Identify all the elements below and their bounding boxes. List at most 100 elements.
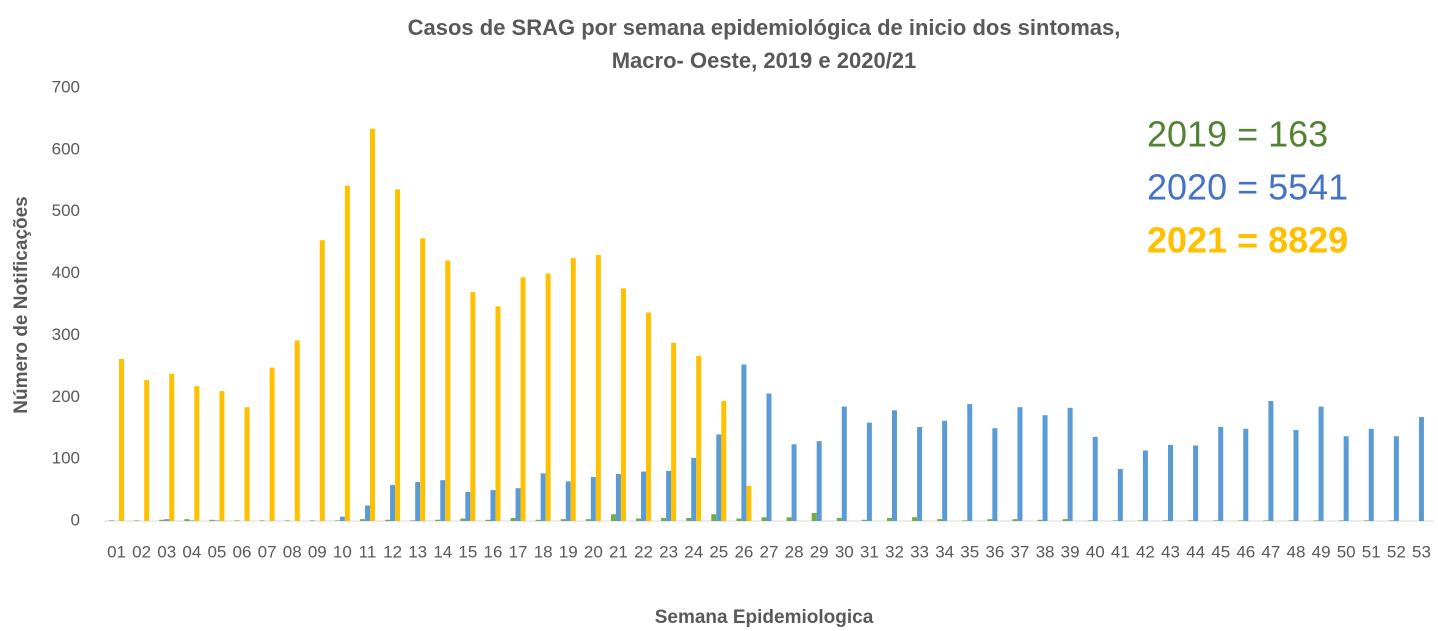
bar <box>560 519 566 521</box>
annotation: 2019 = 163 <box>1147 114 1328 155</box>
bar <box>565 481 571 521</box>
bar <box>1188 520 1194 521</box>
bar <box>711 514 717 521</box>
x-tick-label: 37 <box>1010 542 1029 561</box>
bar <box>109 520 115 521</box>
bar <box>339 516 345 521</box>
x-tick-label: 23 <box>659 542 678 561</box>
x-tick-label: 38 <box>1036 542 1055 561</box>
bar <box>1418 417 1424 521</box>
annotation: 2021 = 8829 <box>1147 220 1348 261</box>
x-tick-label: 53 <box>1412 542 1431 561</box>
x-tick-label: 06 <box>233 542 252 561</box>
bar <box>766 393 772 521</box>
x-tick-label: 50 <box>1337 542 1356 561</box>
x-tick-label: 44 <box>1186 542 1205 561</box>
bar <box>385 519 391 521</box>
bar <box>1268 400 1274 521</box>
y-tick-label: 300 <box>52 325 80 344</box>
bar <box>1338 520 1344 521</box>
x-tick-label: 26 <box>734 542 753 561</box>
x-tick-label: 19 <box>559 542 578 561</box>
bar <box>1067 407 1073 521</box>
bar <box>415 482 421 521</box>
bar <box>1263 520 1269 521</box>
bar <box>520 277 526 521</box>
bar <box>390 485 396 521</box>
x-tick-label: 49 <box>1312 542 1331 561</box>
x-tick-label: 32 <box>885 542 904 561</box>
x-tick-label: 40 <box>1086 542 1105 561</box>
x-tick-label: 11 <box>359 542 377 561</box>
x-tick-label: 45 <box>1211 542 1230 561</box>
bar <box>646 312 652 521</box>
bar <box>440 480 446 521</box>
bar <box>791 444 797 521</box>
bar <box>1288 520 1294 521</box>
bar <box>696 355 702 521</box>
x-tick-label: 13 <box>408 542 427 561</box>
bar <box>359 519 365 521</box>
bar <box>445 260 451 521</box>
x-tick-label: 48 <box>1287 542 1306 561</box>
x-tick-label: 03 <box>157 542 176 561</box>
bar <box>144 379 150 521</box>
bar <box>686 517 692 521</box>
bar <box>209 519 215 521</box>
x-tick-label: 21 <box>609 542 628 561</box>
bar <box>736 518 742 521</box>
x-tick-label: 35 <box>960 542 979 561</box>
bar <box>786 517 792 521</box>
bar <box>545 273 551 521</box>
bar <box>666 470 672 521</box>
x-tick-label: 02 <box>132 542 151 561</box>
bar <box>515 488 521 521</box>
x-axis-label: Semana Epidemiologica <box>655 607 874 628</box>
bar <box>741 364 747 521</box>
bar <box>219 391 225 521</box>
x-tick-label: 36 <box>985 542 1004 561</box>
bar <box>1087 520 1093 521</box>
bar <box>189 520 195 521</box>
x-tick-label: 04 <box>182 542 201 561</box>
bar <box>1213 520 1219 521</box>
x-tick-label: 30 <box>835 542 854 561</box>
chart-title: Macro- Oeste, 2019 e 2020/21 <box>612 48 917 73</box>
bar <box>244 407 250 521</box>
x-tick-label: 43 <box>1161 542 1180 561</box>
bar <box>937 519 943 521</box>
bar <box>861 519 867 521</box>
bar <box>636 518 642 521</box>
bar <box>661 517 667 521</box>
x-tick-label: 46 <box>1236 542 1255 561</box>
bar <box>369 128 375 521</box>
bar <box>319 240 325 521</box>
bar <box>691 457 697 521</box>
bar <box>465 491 471 521</box>
bar <box>987 519 993 521</box>
bar <box>1017 407 1023 521</box>
bar <box>1142 450 1148 521</box>
x-tick-label: 07 <box>258 542 277 561</box>
bar <box>134 520 140 521</box>
bar <box>309 520 315 521</box>
x-tick-label: 27 <box>760 542 779 561</box>
y-tick-label: 500 <box>52 201 80 220</box>
annotation: 2020 = 5541 <box>1147 167 1348 208</box>
bar <box>641 471 647 521</box>
bar <box>992 428 998 521</box>
bar <box>917 426 923 521</box>
x-tick-label: 42 <box>1136 542 1155 561</box>
x-tick-label: 17 <box>509 542 528 561</box>
x-tick-label: 28 <box>785 542 804 561</box>
bar <box>1037 519 1043 521</box>
x-tick-label: 10 <box>333 542 352 561</box>
x-tick-label: 47 <box>1261 542 1280 561</box>
y-tick-label: 700 <box>52 77 80 96</box>
bar <box>1363 520 1369 521</box>
x-tick-label: 18 <box>534 542 553 561</box>
x-tick-label: 31 <box>860 542 879 561</box>
bar <box>1012 519 1018 521</box>
bar <box>1388 520 1394 521</box>
bar <box>169 373 175 521</box>
